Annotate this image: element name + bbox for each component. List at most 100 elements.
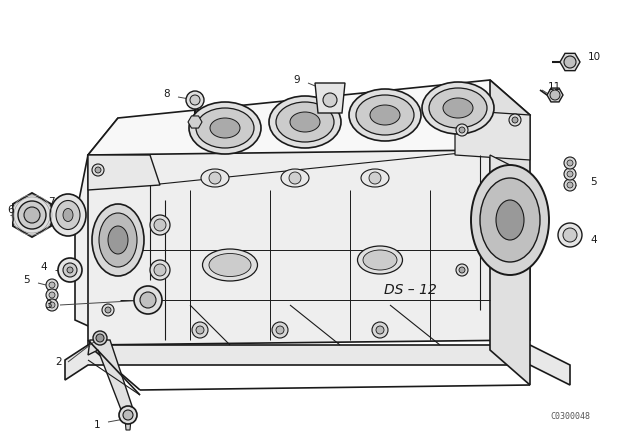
Circle shape xyxy=(558,223,582,247)
Polygon shape xyxy=(547,88,563,102)
Circle shape xyxy=(49,282,55,288)
Circle shape xyxy=(102,304,114,316)
Polygon shape xyxy=(490,80,530,385)
Circle shape xyxy=(372,322,388,338)
Circle shape xyxy=(154,219,166,231)
Text: C0300048: C0300048 xyxy=(550,412,590,421)
Circle shape xyxy=(567,171,573,177)
Ellipse shape xyxy=(92,204,144,276)
Ellipse shape xyxy=(422,82,494,134)
Circle shape xyxy=(192,322,208,338)
Circle shape xyxy=(456,124,468,136)
Ellipse shape xyxy=(349,89,421,141)
Text: 9: 9 xyxy=(293,75,300,85)
Circle shape xyxy=(509,114,521,126)
Circle shape xyxy=(376,326,384,334)
Circle shape xyxy=(459,267,465,273)
Ellipse shape xyxy=(99,213,137,267)
Ellipse shape xyxy=(56,201,80,229)
Text: 1: 1 xyxy=(93,420,100,430)
Circle shape xyxy=(369,172,381,184)
Circle shape xyxy=(456,264,468,276)
Circle shape xyxy=(289,172,301,184)
Ellipse shape xyxy=(276,102,334,142)
Polygon shape xyxy=(455,110,530,160)
Circle shape xyxy=(550,90,560,100)
Circle shape xyxy=(190,95,200,105)
Ellipse shape xyxy=(429,88,487,128)
Polygon shape xyxy=(88,155,160,190)
Circle shape xyxy=(92,164,104,176)
Ellipse shape xyxy=(189,102,261,154)
Circle shape xyxy=(18,201,46,229)
Circle shape xyxy=(567,160,573,166)
Circle shape xyxy=(134,286,162,314)
Text: 4: 4 xyxy=(40,262,47,272)
Text: 10: 10 xyxy=(588,52,601,62)
Polygon shape xyxy=(124,408,132,430)
Circle shape xyxy=(93,331,107,345)
Circle shape xyxy=(564,56,576,68)
Circle shape xyxy=(564,157,576,169)
Text: 11: 11 xyxy=(548,82,561,92)
Ellipse shape xyxy=(358,246,403,274)
Ellipse shape xyxy=(269,96,341,148)
Circle shape xyxy=(63,263,77,277)
Circle shape xyxy=(24,207,40,223)
Ellipse shape xyxy=(63,208,73,221)
Text: 2: 2 xyxy=(56,357,62,367)
Circle shape xyxy=(58,258,82,282)
Ellipse shape xyxy=(50,194,86,236)
Polygon shape xyxy=(490,155,530,220)
Ellipse shape xyxy=(370,105,400,125)
Ellipse shape xyxy=(496,200,524,240)
Ellipse shape xyxy=(210,118,240,138)
Ellipse shape xyxy=(361,169,389,187)
Circle shape xyxy=(512,117,518,123)
Text: 8: 8 xyxy=(163,89,170,99)
Circle shape xyxy=(459,127,465,133)
Polygon shape xyxy=(13,193,51,237)
Text: 4: 4 xyxy=(590,235,596,245)
Circle shape xyxy=(196,326,204,334)
Circle shape xyxy=(272,322,288,338)
Ellipse shape xyxy=(201,169,229,187)
Circle shape xyxy=(140,292,156,308)
Ellipse shape xyxy=(471,165,549,275)
Circle shape xyxy=(105,307,111,313)
Ellipse shape xyxy=(108,226,128,254)
Polygon shape xyxy=(75,118,130,335)
Circle shape xyxy=(46,279,58,291)
Circle shape xyxy=(49,292,55,298)
Ellipse shape xyxy=(281,169,309,187)
Circle shape xyxy=(564,179,576,191)
Circle shape xyxy=(564,168,576,180)
Ellipse shape xyxy=(209,254,251,276)
Circle shape xyxy=(323,93,337,107)
Text: DS – 12: DS – 12 xyxy=(383,283,436,297)
Polygon shape xyxy=(88,340,135,420)
Ellipse shape xyxy=(356,95,414,135)
Circle shape xyxy=(46,299,58,311)
Text: 7: 7 xyxy=(49,197,55,207)
Circle shape xyxy=(186,91,204,109)
Ellipse shape xyxy=(363,250,397,270)
Circle shape xyxy=(150,215,170,235)
Polygon shape xyxy=(88,150,530,345)
Circle shape xyxy=(96,334,104,342)
Text: 5: 5 xyxy=(590,177,596,187)
Ellipse shape xyxy=(196,108,254,148)
Polygon shape xyxy=(560,53,580,71)
Polygon shape xyxy=(315,83,345,113)
Ellipse shape xyxy=(202,249,257,281)
Ellipse shape xyxy=(290,112,320,132)
Text: 6: 6 xyxy=(8,205,14,215)
Circle shape xyxy=(567,182,573,188)
Text: 3: 3 xyxy=(45,300,52,310)
Circle shape xyxy=(95,167,101,173)
Circle shape xyxy=(154,264,166,276)
Polygon shape xyxy=(88,80,530,185)
Circle shape xyxy=(276,326,284,334)
Circle shape xyxy=(119,406,137,424)
Ellipse shape xyxy=(443,98,473,118)
